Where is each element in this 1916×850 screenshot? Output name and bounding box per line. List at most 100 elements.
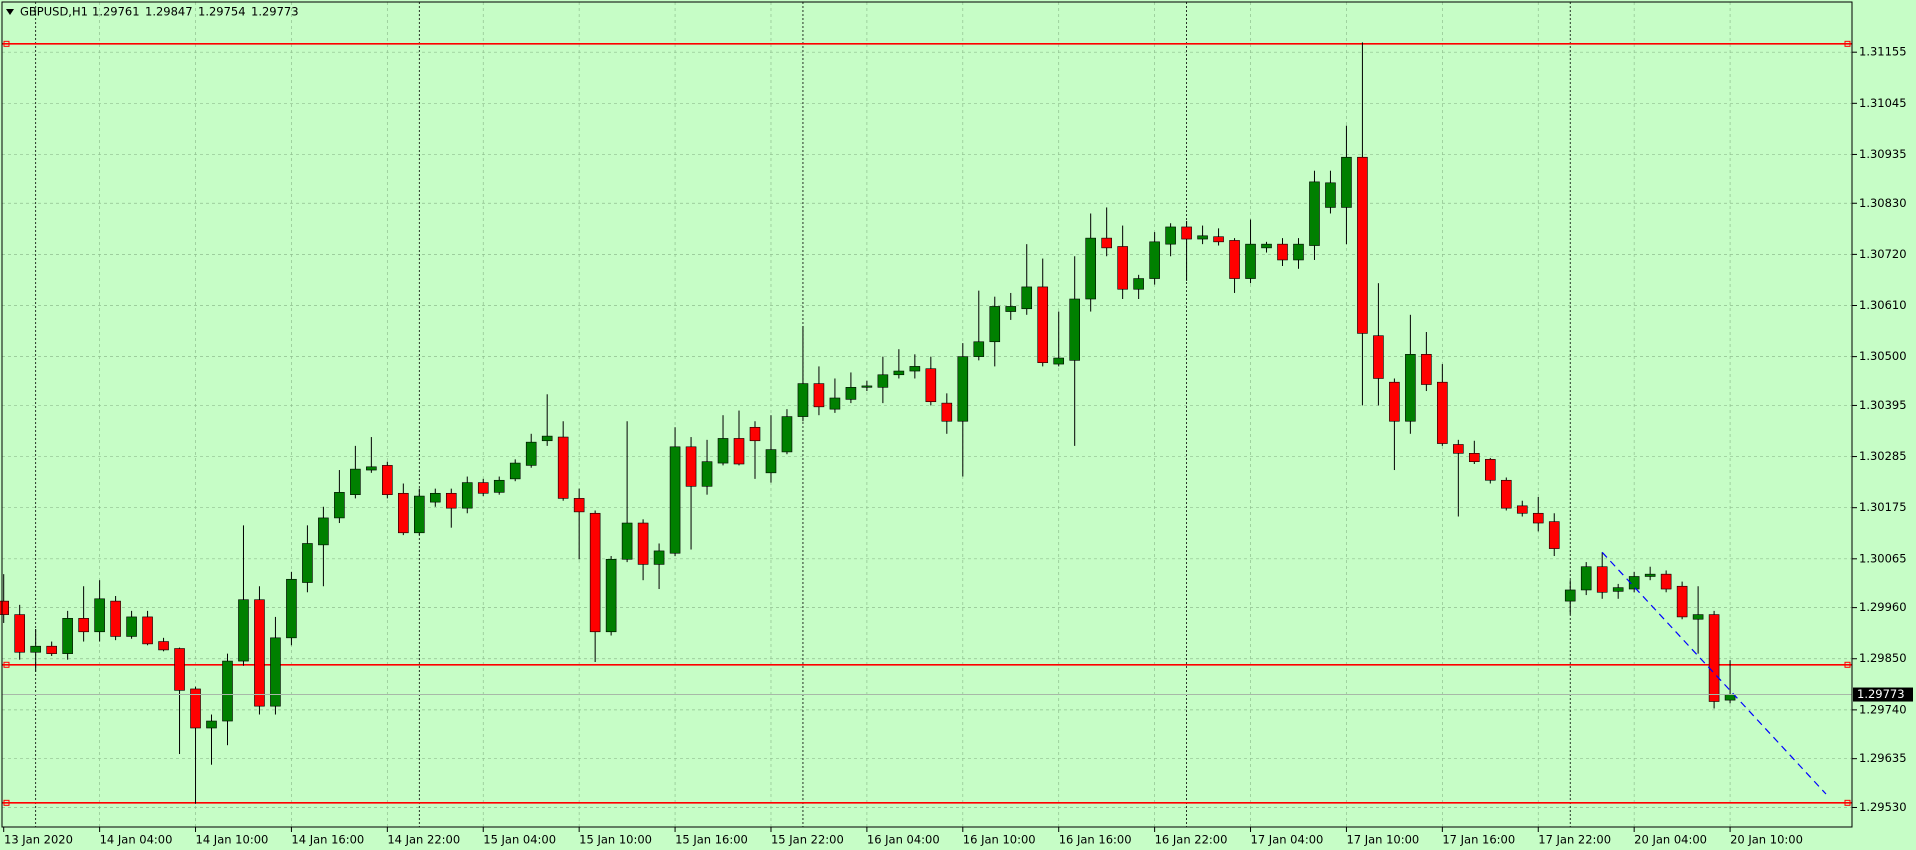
candle-body — [525, 441, 537, 466]
x-tick-label: 17 Jan 04:00 — [1251, 833, 1324, 847]
candle-body — [1037, 286, 1049, 363]
candle-body — [14, 614, 25, 653]
candle-body — [893, 370, 905, 376]
candle-body — [1357, 156, 1368, 334]
candle-body — [1389, 381, 1400, 422]
y-tick-label: 1.29740 — [1859, 702, 1907, 716]
candle-body — [190, 688, 201, 729]
price-label: 1.29773 — [1857, 687, 1905, 701]
candle-body — [1261, 243, 1272, 249]
x-tick-label: 17 Jan 22:00 — [1538, 833, 1611, 847]
y-tick-label: 1.29530 — [1859, 800, 1907, 814]
candle-body — [382, 465, 393, 495]
y-tick-label: 1.30720 — [1859, 247, 1907, 261]
candle-body — [1245, 243, 1256, 279]
candle-body — [1453, 444, 1464, 454]
candle-body — [1421, 354, 1432, 385]
y-tick-label: 1.31155 — [1859, 45, 1907, 59]
candle-body — [909, 366, 921, 372]
symbol-menu-icon[interactable] — [6, 9, 14, 15]
candle-body — [1708, 614, 1720, 702]
candle-body — [334, 492, 345, 519]
x-tick-label: 14 Jan 10:00 — [196, 833, 269, 847]
x-tick-label: 15 Jan 10:00 — [579, 833, 652, 847]
candle-body — [1500, 479, 1512, 509]
candle-body — [270, 637, 281, 707]
header-low: 1.29754 — [198, 5, 246, 19]
x-tick-label: 17 Jan 10:00 — [1346, 833, 1419, 847]
candle-body — [1660, 573, 1672, 590]
candle-body — [142, 616, 153, 645]
candle-body — [1293, 243, 1304, 261]
candle-body — [62, 618, 73, 654]
x-tick-label: 15 Jan 04:00 — [483, 833, 556, 847]
x-tick-label: 14 Jan 04:00 — [100, 833, 173, 847]
candle-body — [685, 446, 697, 487]
y-tick-label: 1.30610 — [1859, 298, 1907, 312]
candle-body — [957, 356, 969, 422]
candle-body — [573, 498, 585, 513]
candle-body — [1628, 576, 1640, 590]
y-tick-label: 1.29960 — [1859, 600, 1907, 614]
candle-body — [541, 435, 553, 442]
y-tick-label: 1.30830 — [1859, 196, 1907, 210]
candle-body — [477, 482, 489, 494]
x-tick-label: 20 Jan 10:00 — [1730, 833, 1803, 847]
candle-body — [1341, 156, 1352, 208]
candle-body — [174, 648, 185, 691]
header-high: 1.29847 — [145, 5, 193, 19]
x-tick-label: 14 Jan 22:00 — [387, 833, 460, 847]
candle-body — [1676, 585, 1688, 618]
candle-body — [1580, 566, 1592, 591]
x-tick-label: 16 Jan 22:00 — [1155, 833, 1228, 847]
candle-body — [845, 387, 857, 400]
candle-body — [829, 397, 841, 410]
candle-body — [861, 385, 873, 388]
candle-body — [605, 558, 617, 633]
candle-body — [557, 436, 569, 499]
candle-body — [110, 600, 121, 637]
candle-body — [1085, 237, 1096, 300]
candle-body — [1149, 241, 1160, 279]
candle-body — [366, 466, 377, 471]
header-open: 1.29761 — [92, 5, 140, 19]
candle-body — [318, 517, 329, 546]
candle-body — [350, 468, 361, 495]
candle-body — [1229, 240, 1240, 279]
candle-body — [1724, 694, 1736, 701]
candle-body — [797, 383, 809, 417]
candle-body — [445, 492, 457, 509]
candle-body — [1181, 226, 1192, 240]
candle-body — [1197, 235, 1208, 240]
x-tick-label: 17 Jan 16:00 — [1442, 833, 1515, 847]
x-tick-label: 20 Jan 04:00 — [1634, 833, 1707, 847]
candle-body — [1165, 226, 1176, 245]
symbol-title: GBPUSD,H1 — [20, 5, 88, 19]
candle-body — [1644, 573, 1656, 577]
y-tick-label: 1.30395 — [1859, 398, 1907, 412]
x-tick-label: 16 Jan 10:00 — [963, 833, 1036, 847]
candle-body — [1005, 306, 1017, 312]
y-tick-label: 1.31045 — [1859, 96, 1907, 110]
candle-body — [238, 599, 249, 662]
y-tick-label: 1.29635 — [1859, 751, 1907, 765]
y-tick-label: 1.30175 — [1859, 500, 1907, 514]
candle-body — [1021, 286, 1033, 310]
candle-body — [78, 618, 89, 633]
candle-body — [1069, 298, 1080, 361]
candle-body — [1548, 521, 1560, 549]
candle-body — [254, 599, 265, 707]
candle-body — [94, 598, 105, 633]
x-tick-label: 14 Jan 16:00 — [291, 833, 364, 847]
candle-body — [414, 495, 425, 534]
y-tick-label: 1.29850 — [1859, 651, 1907, 665]
candle-body — [1325, 182, 1336, 208]
candle-body — [302, 543, 313, 583]
plot-layer — [0, 2, 1852, 827]
candle-body — [749, 426, 761, 442]
x-tick-label: 15 Jan 16:00 — [675, 833, 748, 847]
candle-body — [158, 641, 169, 651]
candle-body — [701, 461, 713, 487]
